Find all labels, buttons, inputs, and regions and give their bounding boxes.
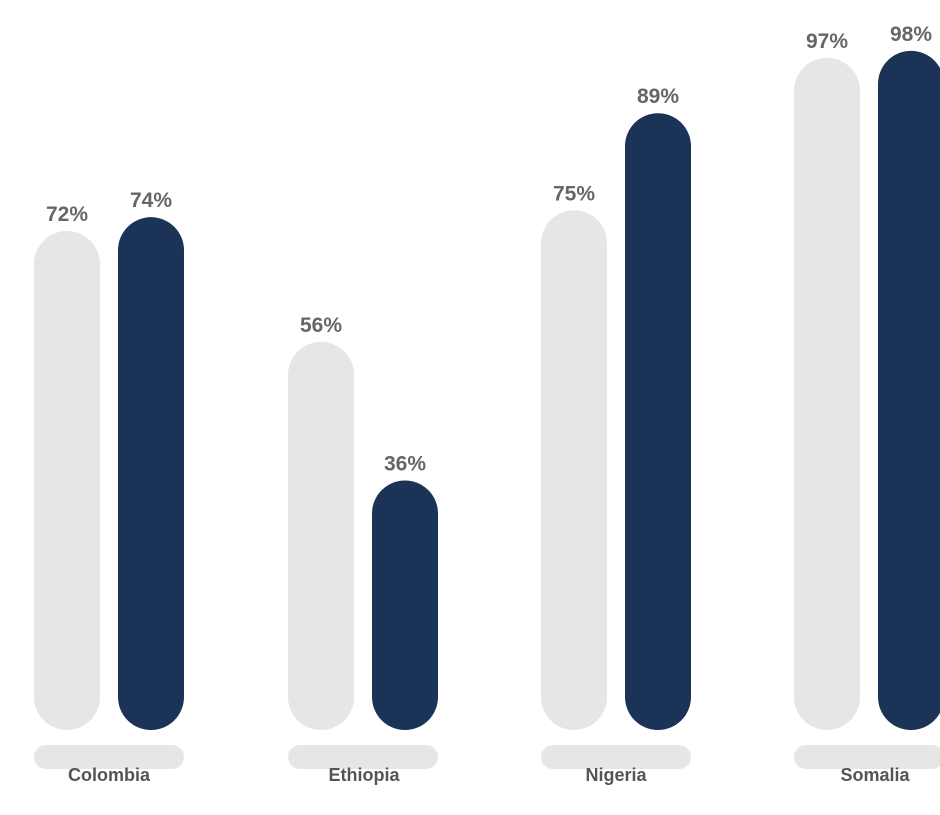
category-tracks — [34, 745, 940, 769]
value-label-ethiopia-series-1: 56% — [300, 314, 342, 337]
bar-ethiopia-series-1 — [288, 341, 354, 730]
bar-series — [34, 50, 940, 731]
value-labels: 72% 74% 56% 36% 75% 89% 97% 98% — [46, 23, 932, 476]
category-track-colombia — [34, 745, 184, 769]
category-track-somalia — [794, 745, 940, 769]
value-label-colombia-series-1: 72% — [46, 203, 88, 226]
category-label-ethiopia: Ethiopia — [329, 765, 401, 785]
bar-nigeria-series-1 — [541, 210, 607, 730]
value-label-ethiopia-series-2: 36% — [384, 453, 426, 476]
value-label-nigeria-series-2: 89% — [637, 85, 679, 108]
category-label-colombia: Colombia — [68, 765, 151, 785]
category-track-ethiopia — [288, 745, 438, 769]
category-label-nigeria: Nigeria — [585, 765, 647, 785]
bar-somalia-series-2 — [878, 50, 940, 730]
category-track-nigeria — [541, 745, 691, 769]
bar-nigeria-series-2 — [625, 113, 691, 731]
bar-ethiopia-series-2 — [372, 480, 438, 730]
category-label-somalia: Somalia — [840, 765, 910, 785]
bar-colombia-series-2 — [118, 217, 184, 730]
category-labels: Colombia Ethiopia Nigeria Somalia — [68, 765, 911, 785]
value-label-somalia-series-2: 98% — [890, 23, 932, 46]
bar-colombia-series-1 — [34, 231, 100, 731]
value-label-colombia-series-2: 74% — [130, 189, 172, 212]
value-label-nigeria-series-1: 75% — [553, 182, 595, 205]
value-label-somalia-series-1: 97% — [806, 30, 848, 53]
bar-somalia-series-1 — [794, 57, 860, 731]
